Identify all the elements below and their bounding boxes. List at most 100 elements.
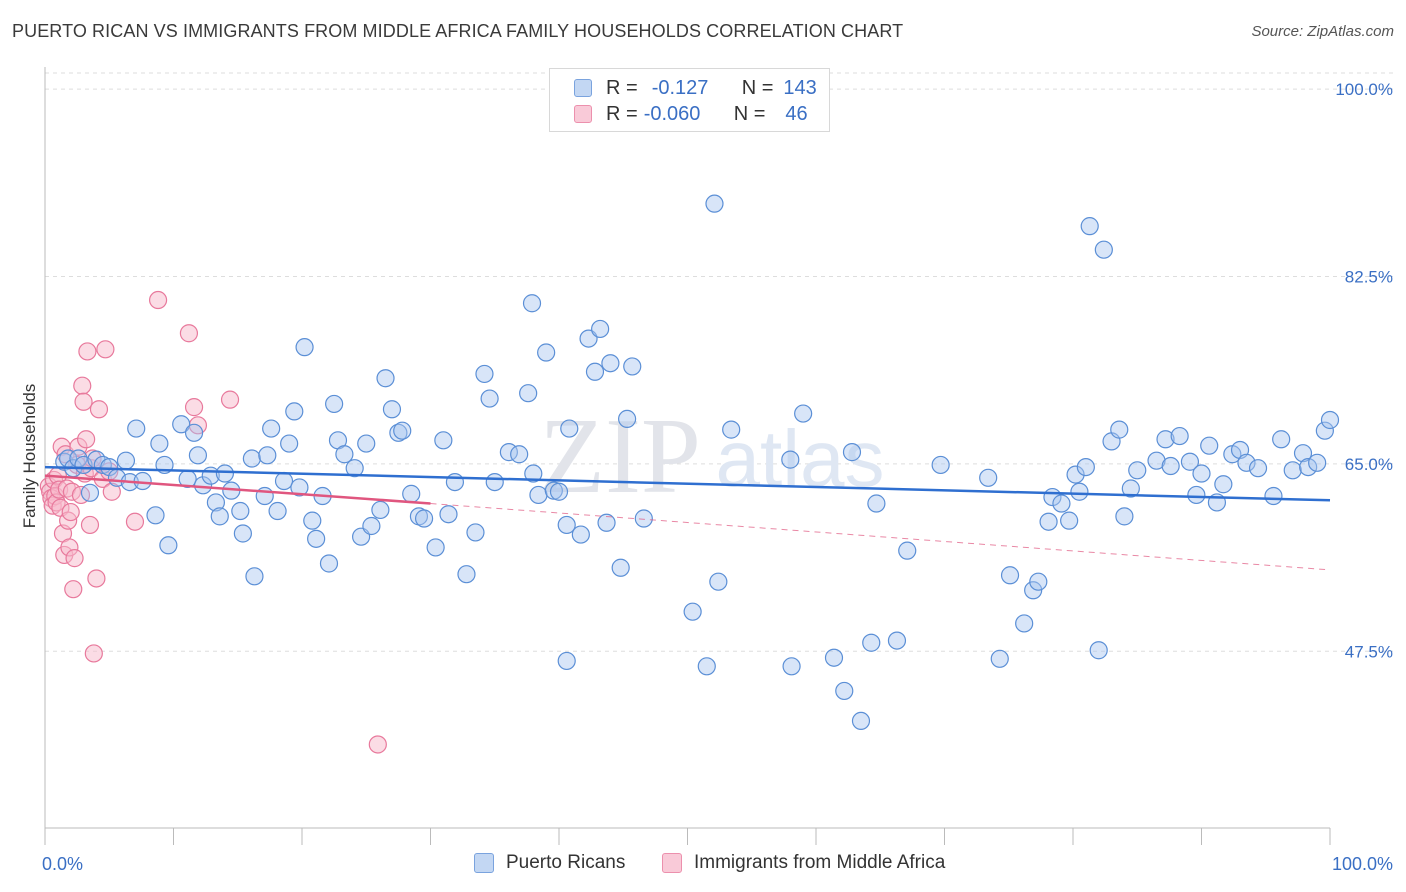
data-point-middle-africa	[73, 376, 92, 395]
data-point-puerto-ricans	[1110, 420, 1129, 439]
data-point-middle-africa	[87, 569, 106, 588]
data-point-puerto-ricans	[898, 541, 917, 560]
data-point-puerto-ricans	[1115, 507, 1134, 526]
data-point-puerto-ricans	[1052, 494, 1071, 513]
data-point-puerto-ricans	[357, 434, 376, 453]
data-point-puerto-ricans	[794, 404, 813, 423]
data-point-puerto-ricans	[597, 513, 616, 532]
data-point-puerto-ricans	[1272, 430, 1291, 449]
data-point-puerto-ricans	[1293, 444, 1313, 463]
bottom-legend-swatch-pink	[662, 853, 682, 873]
data-point-puerto-ricans	[371, 500, 390, 520]
data-point-puerto-ricans	[709, 572, 728, 591]
data-point-puerto-ricans	[529, 485, 548, 505]
legend-n-label: N =	[741, 76, 774, 99]
data-point-puerto-ricans	[618, 409, 637, 429]
data-point-puerto-ricans	[150, 434, 169, 453]
data-point-puerto-ricans	[537, 343, 556, 362]
data-point-puerto-ricans	[1147, 451, 1166, 470]
bottom-legend-label-blue: Puerto Ricans	[506, 852, 626, 873]
data-point-puerto-ricans	[824, 648, 844, 667]
series-immigrants-middle-africa	[39, 290, 387, 754]
data-point-puerto-ricans	[842, 443, 862, 462]
data-point-puerto-ricans	[1076, 457, 1095, 477]
data-point-puerto-ricans	[557, 651, 576, 671]
data-point-puerto-ricans	[560, 419, 579, 438]
data-point-puerto-ricans	[439, 505, 458, 524]
trend-lines	[44, 465, 1331, 571]
data-point-puerto-ricans	[1156, 430, 1175, 449]
y-tick-label: 100.0%	[1335, 80, 1393, 99]
data-point-puerto-ricans	[862, 633, 881, 652]
chart-title: PUERTO RICAN VS IMMIGRANTS FROM MIDDLE A…	[12, 21, 904, 41]
data-point-puerto-ricans	[414, 509, 434, 528]
data-point-middle-africa	[184, 398, 204, 417]
legend-row-puerto-ricans: R = -0.127 N = 143	[574, 76, 817, 100]
data-point-puerto-ricans	[1128, 461, 1147, 480]
legend-r-label: R =	[606, 102, 638, 125]
data-point-middle-africa	[368, 735, 387, 754]
data-point-puerto-ricans	[851, 711, 871, 731]
bottom-legend-middle-africa: Immigrants from Middle Africa	[662, 852, 945, 874]
source-label: Source: ZipAtlas.com	[1251, 23, 1394, 40]
y-tick-label: 47.5%	[1345, 642, 1393, 661]
data-point-puerto-ricans	[80, 483, 100, 502]
data-point-puerto-ricans	[683, 602, 702, 621]
data-point-puerto-ricans	[1283, 461, 1302, 480]
data-point-middle-africa	[64, 580, 83, 599]
data-point-puerto-ricans	[335, 445, 354, 464]
data-point-puerto-ricans	[634, 509, 653, 528]
data-point-puerto-ricans	[475, 364, 494, 384]
data-point-puerto-ricans	[480, 389, 499, 408]
data-point-puerto-ricans	[591, 319, 610, 339]
bottom-legend-puerto-ricans: Puerto Ricans	[474, 852, 625, 874]
data-point-puerto-ricans	[457, 565, 476, 584]
data-point-puerto-ricans	[1192, 464, 1211, 483]
data-point-puerto-ricans	[1029, 572, 1048, 591]
data-point-puerto-ricans	[206, 493, 226, 512]
data-point-puerto-ricans	[781, 450, 800, 469]
data-point-puerto-ricans	[274, 471, 294, 491]
data-point-puerto-ricans	[1248, 459, 1268, 478]
data-point-puerto-ricans	[345, 459, 364, 478]
data-point-puerto-ricans	[188, 446, 208, 465]
data-point-puerto-ricans	[1237, 453, 1256, 472]
data-point-puerto-ricans	[705, 194, 724, 213]
y-tick-label: 82.5%	[1345, 267, 1393, 286]
data-point-puerto-ricans	[979, 468, 998, 487]
data-point-middle-africa	[89, 400, 109, 419]
data-point-puerto-ricans	[1070, 482, 1089, 501]
data-point-puerto-ricans	[1039, 512, 1058, 531]
trend-extension-middle-africa	[430, 503, 1331, 571]
data-point-puerto-ricans	[159, 536, 178, 555]
data-point-puerto-ricans	[319, 554, 339, 573]
data-point-puerto-ricans	[623, 357, 642, 376]
data-point-middle-africa	[77, 430, 96, 449]
data-point-puerto-ricans	[325, 394, 344, 414]
data-point-puerto-ricans	[133, 471, 152, 491]
data-point-puerto-ricans	[1161, 456, 1180, 476]
data-point-puerto-ricans	[571, 525, 590, 544]
bottom-legend-swatch-blue	[474, 853, 494, 873]
data-point-puerto-ricans	[990, 649, 1009, 668]
data-point-puerto-ricans	[376, 369, 395, 388]
legend-swatch-blue	[574, 79, 592, 97]
x-tick-label: 0.0%	[42, 854, 83, 874]
data-point-middle-africa	[80, 515, 100, 535]
data-point-puerto-ricans	[1264, 486, 1283, 506]
data-point-puerto-ricans	[1299, 457, 1318, 477]
data-point-puerto-ricans	[215, 464, 234, 483]
data-point-puerto-ricans	[172, 415, 191, 434]
data-point-puerto-ricans	[402, 484, 421, 503]
data-point-middle-africa	[84, 644, 103, 663]
data-point-middle-africa	[78, 342, 97, 361]
legend-n-label: N =	[733, 102, 766, 125]
data-point-puerto-ricans	[258, 446, 277, 465]
trend-line-middle-africa	[44, 474, 431, 505]
y-axis-label: Family Households	[20, 383, 39, 529]
data-point-puerto-ricans	[510, 445, 529, 464]
data-point-puerto-ricans	[466, 523, 485, 542]
data-point-puerto-ricans	[1094, 240, 1113, 259]
data-point-puerto-ricans	[1200, 436, 1219, 455]
